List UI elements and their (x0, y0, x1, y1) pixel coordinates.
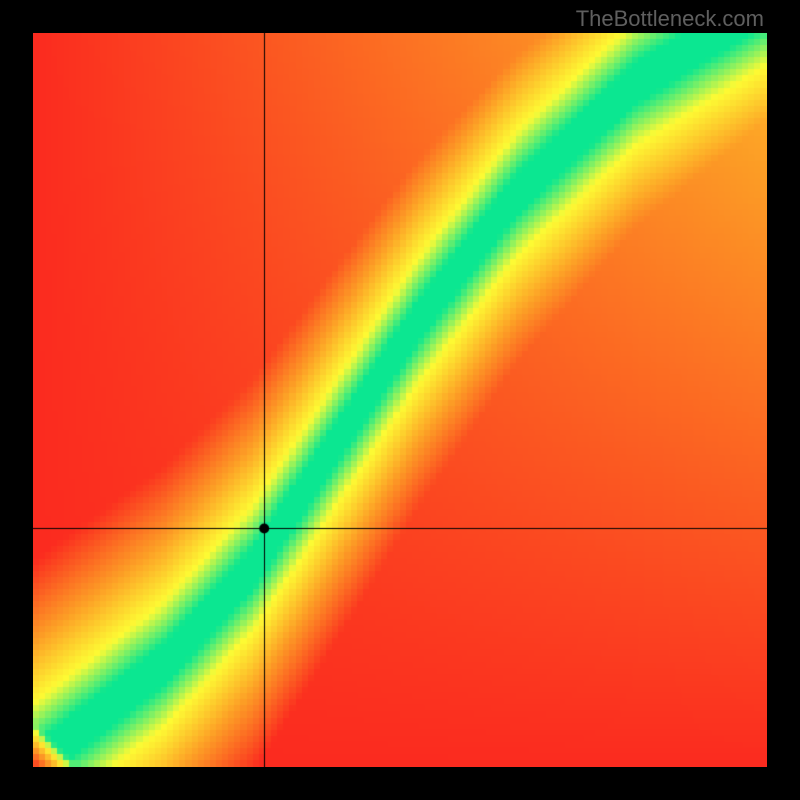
heatmap-plot (33, 33, 767, 767)
chart-container: TheBottleneck.com (0, 0, 800, 800)
watermark-text: TheBottleneck.com (576, 6, 764, 32)
